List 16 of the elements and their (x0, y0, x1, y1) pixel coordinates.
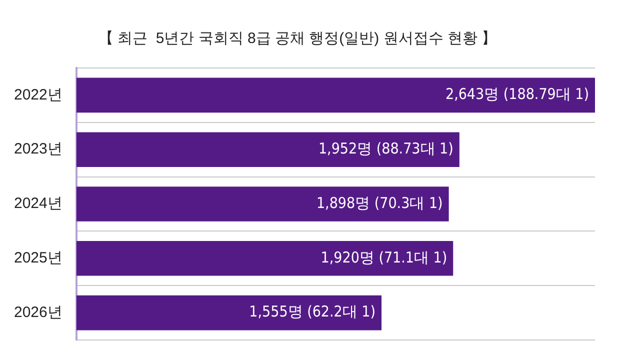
chart-title: 【 최근 5년간 국회직 8급 공채 행정(일반) 원서접수 현황 】 (98, 30, 497, 48)
bar (76, 186, 449, 222)
y-tick-label: 2022년 (14, 86, 62, 104)
y-tick-label: 2023년 (14, 140, 62, 158)
data-label: 1,920명 (71.1대 1) (320, 248, 448, 266)
data-label: 1,555명 (62.2대 1) (249, 302, 376, 321)
bar (76, 132, 460, 168)
y-tick-label: 2026년 (14, 304, 62, 321)
data-label: 1,952명 (88.73대 1) (318, 139, 454, 158)
bar (76, 78, 595, 113)
data-label: 1,898명 (70.3대 1) (316, 194, 443, 212)
bar (76, 240, 454, 276)
y-tick-label: 2025년 (14, 250, 62, 267)
data-label: 2,643명 (188.79대 1) (445, 85, 589, 104)
y-tick-label: 2024년 (14, 195, 62, 212)
bar (76, 295, 382, 330)
